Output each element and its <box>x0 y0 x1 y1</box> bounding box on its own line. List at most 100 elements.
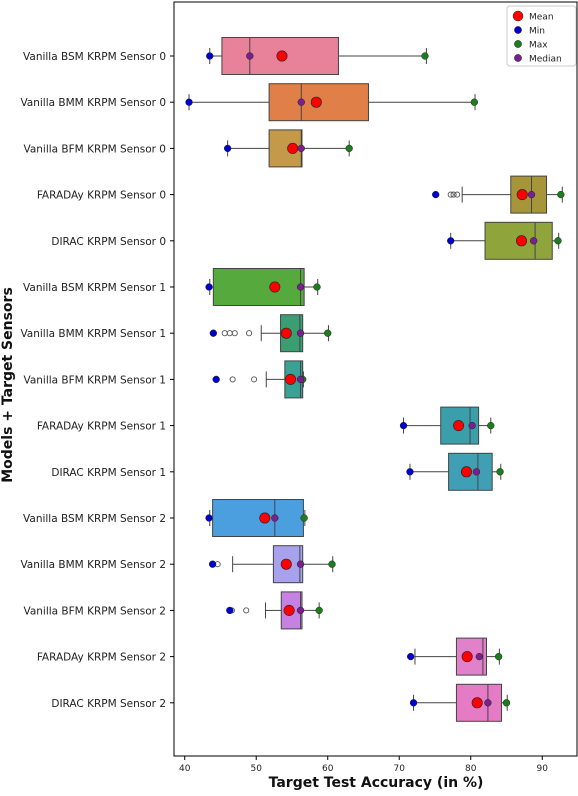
box-group <box>170 83 478 122</box>
category-label: DIRAC KRPM Sensor 0 <box>51 236 166 248</box>
max-marker <box>313 283 321 291</box>
legend-marker <box>512 10 524 22</box>
box-group <box>170 314 332 353</box>
max-marker <box>554 237 562 245</box>
box-group <box>170 37 429 75</box>
category-label: FARADAy KRPM Sensor 1 <box>37 421 166 433</box>
box-group <box>170 499 308 537</box>
category-label: Vanilla BSM KRPM Sensor 2 <box>23 513 166 525</box>
mean-marker <box>516 235 528 247</box>
max-marker <box>421 52 429 60</box>
outlier-point <box>450 191 457 198</box>
median-marker <box>246 52 254 60</box>
legend-marker <box>514 54 522 62</box>
legend-label: Median <box>529 55 562 65</box>
category-label: Vanilla BMM KRPM Sensor 0 <box>20 97 166 109</box>
median-marker <box>527 190 536 199</box>
min-marker <box>406 468 414 476</box>
category-label: Vanilla BMM KRPM Sensor 1 <box>20 328 166 340</box>
outlier-point <box>243 607 250 614</box>
mean-marker <box>461 651 473 663</box>
median-marker <box>472 468 481 476</box>
median-marker <box>530 237 538 245</box>
median-marker <box>475 652 483 661</box>
mean-marker <box>471 697 483 709</box>
median-marker <box>468 421 476 430</box>
outlier-point <box>231 330 238 337</box>
max-marker <box>345 144 353 153</box>
box <box>212 499 304 537</box>
box-group <box>170 545 336 584</box>
outlier-point <box>251 376 258 383</box>
median-marker <box>296 329 305 337</box>
legend-label: Mean <box>529 13 554 23</box>
box-group <box>170 591 323 630</box>
min-marker <box>185 98 193 106</box>
min-marker <box>212 375 220 384</box>
min-marker <box>205 514 213 522</box>
max-marker <box>324 329 332 337</box>
median-marker <box>297 144 305 153</box>
median-marker <box>297 98 305 106</box>
max-marker <box>487 421 495 430</box>
mean-marker <box>460 466 472 478</box>
mean-marker <box>285 373 297 385</box>
category-label: Vanilla BSM KRPM Sensor 0 <box>23 51 166 63</box>
box-group <box>170 406 495 445</box>
outlier-point <box>229 376 236 383</box>
y-axis-title: Models + Target Sensors <box>0 287 16 483</box>
min-marker <box>205 283 213 291</box>
mean-marker <box>453 420 465 432</box>
x-tick-label: 50 <box>251 764 263 774</box>
min-marker <box>407 652 415 661</box>
category-label: Vanilla BMM KRPM Sensor 2 <box>20 559 166 571</box>
box-group <box>170 129 353 168</box>
median-marker <box>296 375 305 384</box>
min-marker <box>399 421 408 430</box>
outlier-point <box>447 191 454 198</box>
x-axis-ticks: 40 50 60 70 80 90 <box>179 756 548 774</box>
category-label: Vanilla BSM KRPM Sensor 1 <box>23 282 166 294</box>
outlier-point <box>454 191 461 198</box>
legend: Mean Min Max Median <box>506 5 577 67</box>
category-label: FARADAy KRPM Sensor 2 <box>37 652 166 664</box>
boxes-layer <box>170 37 565 722</box>
median-marker <box>484 699 492 707</box>
mean-marker <box>280 327 292 339</box>
max-marker <box>470 98 478 106</box>
mean-marker <box>283 604 295 616</box>
max-marker <box>496 468 504 476</box>
x-tick-label: 40 <box>179 764 191 774</box>
min-marker <box>432 190 440 199</box>
min-marker <box>206 52 214 60</box>
legend-label: Min <box>529 27 545 37</box>
category-label: DIRAC KRPM Sensor 2 <box>51 698 166 710</box>
min-marker <box>209 329 217 337</box>
x-tick-label: 80 <box>465 764 477 774</box>
category-label: DIRAC KRPM Sensor 1 <box>51 467 166 479</box>
max-marker <box>300 514 308 522</box>
x-tick-label: 60 <box>322 764 334 774</box>
x-tick-label: 70 <box>394 764 406 774</box>
x-axis-title: Target Test Accuracy (in %) <box>269 775 484 791</box>
box-group <box>170 452 504 491</box>
box-group <box>170 637 503 676</box>
category-label: Vanilla BFM KRPM Sensor 2 <box>23 605 166 617</box>
min-marker <box>223 144 232 153</box>
max-marker <box>557 190 565 199</box>
mean-marker <box>269 281 281 293</box>
max-marker <box>315 606 323 615</box>
legend-marker <box>514 26 522 34</box>
category-label: Vanilla BFM KRPM Sensor 1 <box>23 374 166 386</box>
box <box>212 268 305 306</box>
box-group <box>170 268 321 306</box>
median-marker <box>296 283 305 291</box>
mean-marker <box>259 512 271 524</box>
box-group <box>170 360 307 399</box>
max-marker <box>502 699 511 707</box>
mean-marker <box>287 142 299 154</box>
max-marker <box>328 560 336 568</box>
legend-marker <box>514 40 522 48</box>
box-group <box>170 683 511 722</box>
